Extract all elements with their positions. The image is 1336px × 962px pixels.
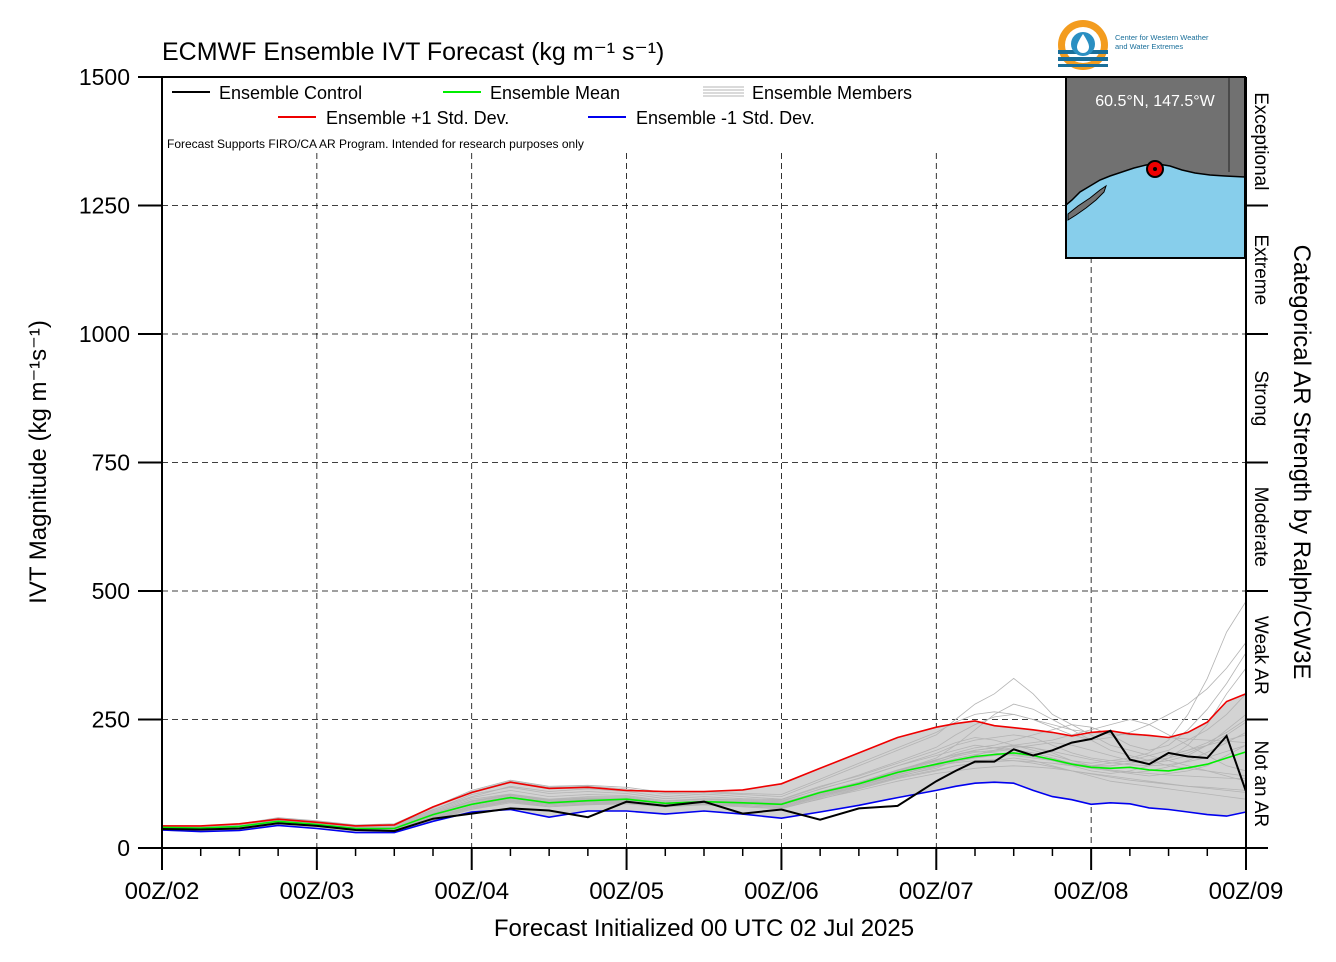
legend-label-minus-std: Ensemble -1 Std. Dev.	[636, 108, 815, 128]
y-tick-label: 1000	[79, 321, 130, 347]
x-tick-label: 00Z/04	[434, 878, 509, 905]
category-label: Extreme	[1250, 234, 1271, 305]
location-inset-map: 60.5°N, 147.5°W	[1065, 76, 1246, 259]
control-line	[161, 729, 1247, 833]
legend-label-members: Ensemble Members	[752, 83, 912, 103]
y-axis-label: IVT Magnitude (kg m⁻¹s⁻¹)	[25, 320, 52, 604]
category-label: Exceptional	[1250, 92, 1271, 190]
water-drop-icon	[1077, 34, 1089, 53]
x-tick-label: 00Z/09	[1209, 878, 1284, 905]
x-tick-label: 00Z/08	[1054, 878, 1129, 905]
spread-band	[162, 693, 1246, 833]
minus-std-line	[161, 781, 1247, 834]
member-line-16	[161, 721, 1247, 828]
plus-std-line	[162, 693, 1247, 827]
x-tick-label: 00Z/07	[899, 878, 974, 905]
legend-label-mean: Ensemble Mean	[490, 83, 620, 103]
chart-title: ECMWF Ensemble IVT Forecast (kg m⁻¹ s⁻¹)	[162, 38, 664, 66]
x-axis-label: Forecast Initialized 00 UTC 02 Jul 2025	[494, 915, 914, 942]
x-tick-label: 00Z/03	[279, 878, 354, 905]
member-line-20	[161, 711, 1247, 827]
y-tick-label: 1250	[79, 193, 130, 219]
ensemble-series	[161, 693, 1247, 834]
x-tick-label: 00Z/06	[744, 878, 819, 905]
research-note: Forecast Supports FIRO/CA AR Program. In…	[167, 137, 584, 151]
y-tick-label: 0	[117, 835, 130, 861]
cw3e-logo: Center for Western Weather and Water Ext…	[1058, 20, 1209, 70]
inset-coastline	[1065, 163, 1246, 206]
std-dev-spread-band	[162, 693, 1246, 833]
inset-ocean	[1066, 164, 1245, 258]
legend: Ensemble Control Ensemble Mean Ensemble …	[167, 83, 912, 151]
inset-coordinates: 60.5°N, 147.5°W	[1095, 93, 1215, 110]
category-label: Not an AR	[1250, 740, 1271, 827]
x-tick-label: 00Z/02	[125, 878, 200, 905]
mean-line	[161, 751, 1247, 830]
grid-lines	[162, 77, 1246, 848]
y-tick-label: 250	[92, 707, 130, 733]
right-axis-label: Categorical AR Strength by Ralph/CW3E	[1288, 245, 1315, 680]
y-tick-label: 500	[92, 578, 130, 604]
y-tick-label: 1500	[79, 64, 130, 90]
inset-frame	[1065, 76, 1246, 259]
y-tick-label: 750	[92, 450, 130, 476]
inset-peninsula	[1067, 184, 1107, 221]
legend-swatch-members	[703, 86, 744, 97]
legend-label-plus-std: Ensemble +1 Std. Dev.	[326, 108, 509, 128]
logo-text-line-1: Center for Western Weather	[1115, 33, 1209, 42]
x-tick-label: 00Z/05	[589, 878, 664, 905]
axes: 0 250 500 750 1000 1250 1500 00Z/02 00Z/03 00Z/04…	[79, 64, 1284, 905]
category-label: Moderate	[1250, 487, 1271, 567]
logo-text-line-2: and Water Extremes	[1115, 42, 1183, 51]
category-label: Weak AR	[1250, 616, 1271, 695]
legend-label-control: Ensemble Control	[219, 83, 362, 103]
category-label: Strong	[1250, 370, 1271, 426]
